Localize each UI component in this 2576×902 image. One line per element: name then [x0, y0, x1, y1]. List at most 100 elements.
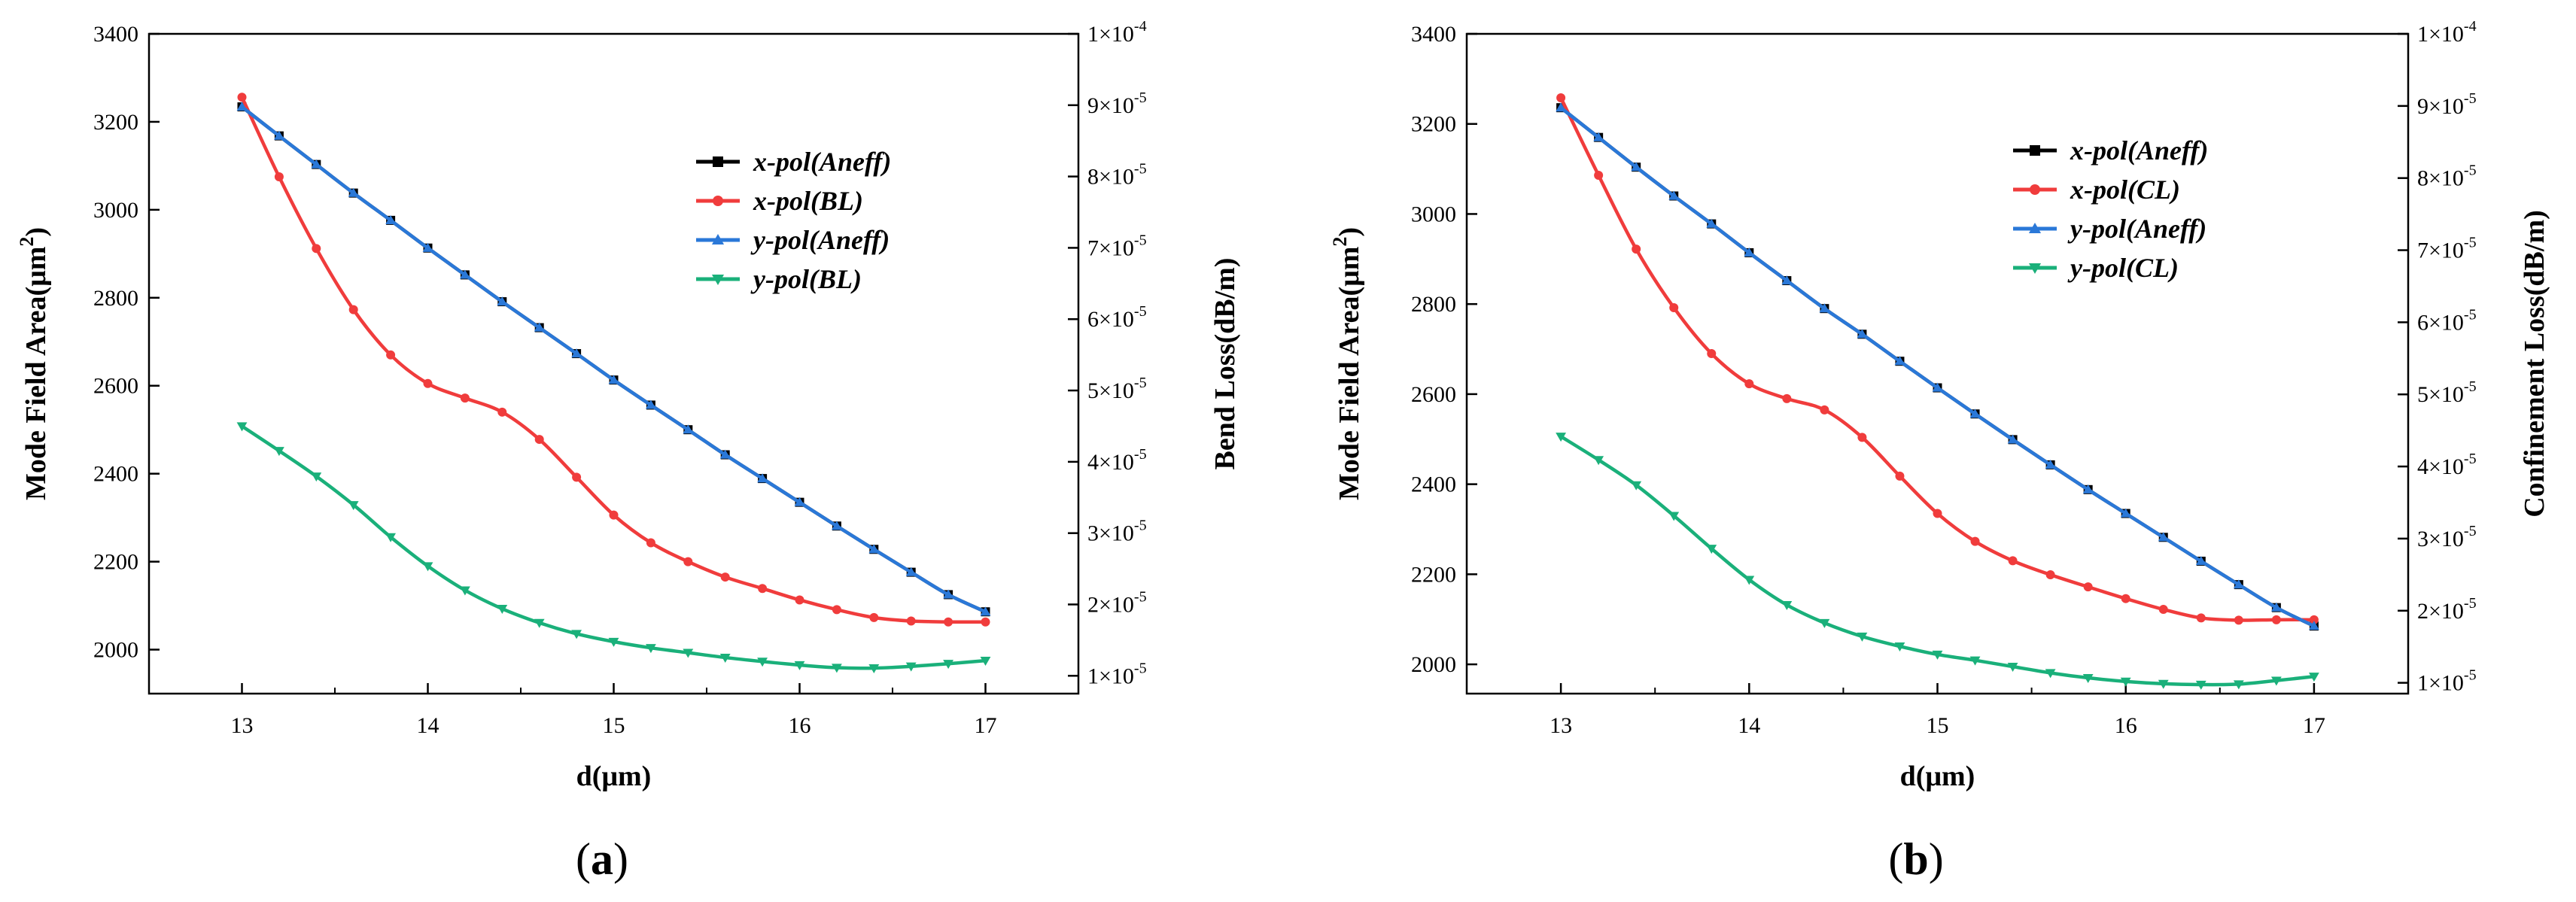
data-point: [1819, 303, 1830, 313]
tick-times: ×10: [1099, 664, 1134, 688]
data-point: [423, 378, 433, 388]
series-x-polcl: [1556, 93, 2319, 625]
data-point: [534, 322, 545, 332]
legend-label: y-pol(BL): [750, 264, 862, 294]
data-point: [683, 648, 694, 658]
data-point: [1894, 356, 1905, 366]
y-left-title-sup: 2: [1329, 237, 1351, 247]
tick-exponent: -5: [1134, 161, 1147, 178]
data-point: [312, 244, 321, 254]
legend-label: x-pol(BL): [753, 186, 863, 216]
series-line: [240, 96, 986, 624]
data-point: [2120, 508, 2131, 518]
y-right-tick-label: 9×10-5: [2417, 90, 2477, 119]
data-point: [385, 533, 396, 542]
y-right-tick-label: 8×10-5: [1087, 161, 1147, 190]
tick-exponent: -5: [2464, 667, 2477, 684]
tick-mantissa: 6: [2417, 310, 2428, 335]
y-right-tick-label: 1×10-5: [2417, 667, 2477, 696]
y-left-axis-title: Mode Field Area(μm2): [16, 227, 52, 500]
y-left-tick-label: 2000: [1411, 652, 1456, 677]
data-point: [794, 497, 805, 506]
legend-marker: [2030, 145, 2040, 156]
data-point: [1857, 632, 1868, 642]
series-x-polaneff: [237, 102, 990, 617]
data-point: [1556, 433, 1566, 442]
data-point: [2270, 676, 2282, 686]
data-point: [832, 664, 842, 673]
data-point: [906, 616, 916, 626]
data-point: [1781, 275, 1793, 285]
tick-mantissa: 3: [2417, 527, 2428, 551]
tick-exponent: -5: [2464, 378, 2477, 395]
legend: x-pol(Aneff) x-pol(CL) y-pol(Aneff) y-pol(C…: [2013, 135, 2208, 283]
data-point: [572, 472, 582, 482]
x-tick-label: 14: [1738, 713, 1760, 738]
legend-label: x-pol(Aneff): [753, 147, 891, 177]
tick-mantissa: 6: [1087, 307, 1099, 332]
legend-label: y-pol(CL): [2067, 253, 2179, 283]
data-point: [1668, 512, 1680, 521]
data-point: [609, 510, 619, 520]
series-line: [1559, 106, 2315, 628]
data-point: [237, 93, 247, 102]
y-right-tick-label: 7×10-5: [2417, 235, 2477, 263]
data-point: [1556, 102, 1566, 112]
y-left-title-text: Mode Field Area(μm: [1334, 247, 1365, 500]
data-point: [2045, 569, 2055, 579]
y-right-tick-label: 4×10-5: [1087, 446, 1147, 475]
y-right-tick-label: 5×10-5: [2417, 378, 2477, 407]
data-point: [2008, 556, 2018, 566]
data-point: [757, 473, 768, 483]
x-tick-label: 16: [789, 713, 811, 738]
data-point: [2158, 605, 2168, 615]
panel-caption: (b): [1888, 834, 1943, 884]
data-point: [2195, 680, 2206, 690]
data-point: [348, 305, 358, 314]
data-point: [1782, 393, 1792, 403]
tick-exponent: -5: [1134, 375, 1147, 391]
tick-times: ×10: [1099, 450, 1134, 475]
series-y-polaneff: [236, 102, 991, 616]
y-left-tick-label: 2400: [1411, 472, 1456, 497]
data-point: [794, 661, 805, 670]
data-point: [683, 557, 693, 566]
x-tick-label: 17: [2303, 713, 2325, 738]
y-left-tick-label: 2600: [93, 374, 138, 399]
data-point: [1706, 218, 1717, 228]
data-point: [2309, 615, 2319, 624]
data-point: [608, 637, 619, 647]
data-point: [869, 612, 879, 622]
data-point: [1632, 244, 1641, 254]
data-point: [719, 449, 731, 459]
legend-marker: [713, 156, 723, 167]
tick-times: ×10: [2428, 94, 2464, 119]
caption-letter: a: [591, 834, 613, 884]
data-point: [943, 589, 953, 599]
y-left-tick-label: 3200: [93, 110, 138, 135]
data-point: [2083, 582, 2093, 592]
tick-times: ×10: [1099, 307, 1134, 332]
series-x-polaneff: [1556, 103, 2319, 631]
tick-mantissa: 1: [2417, 671, 2428, 696]
tick-exponent: -5: [2464, 595, 2477, 612]
data-point: [1933, 509, 1942, 518]
legend-label: x-pol(Aneff): [2070, 135, 2208, 166]
data-point: [1970, 536, 1980, 546]
data-point: [608, 375, 619, 384]
data-point: [2233, 680, 2244, 690]
data-point: [460, 393, 470, 403]
data-point: [1631, 162, 1642, 172]
panel-caption: (a): [576, 834, 628, 884]
y-left-title-sup: 2: [16, 237, 38, 247]
data-point: [422, 242, 433, 252]
data-point: [497, 296, 508, 306]
legend-marker: [2030, 184, 2040, 195]
data-point: [719, 653, 731, 663]
data-point: [795, 595, 804, 605]
tick-mantissa: 8: [1087, 165, 1099, 190]
tick-mantissa: 3: [1087, 521, 1099, 546]
tick-mantissa: 1: [1087, 664, 1099, 688]
y-right-tick-label: 3×10-5: [1087, 518, 1147, 546]
y-right-tick-label: 3×10-5: [2417, 523, 2477, 551]
